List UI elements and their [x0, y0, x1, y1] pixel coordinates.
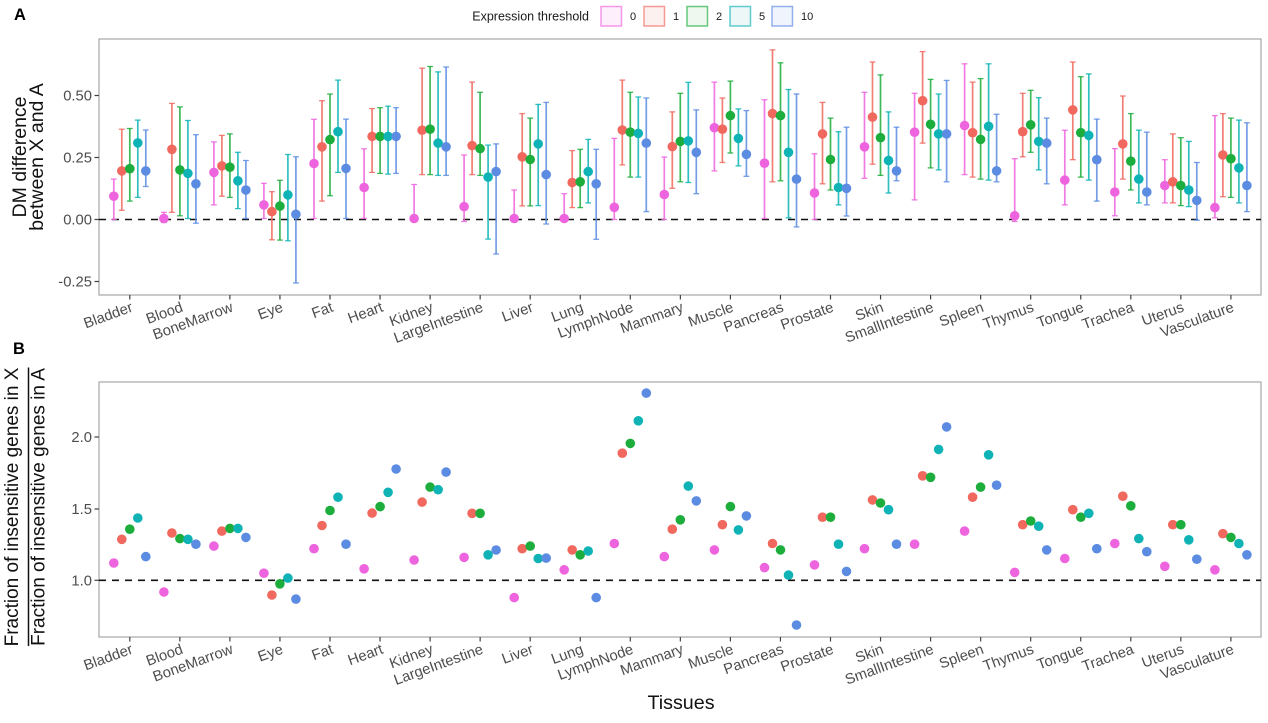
svg-text:-0.25: -0.25: [58, 275, 92, 291]
svg-text:A: A: [14, 6, 26, 24]
svg-text:between X and A: between X and A: [26, 83, 48, 230]
svg-text:2: 2: [716, 11, 722, 23]
svg-text:B: B: [13, 340, 25, 358]
svg-text:Fat: Fat: [310, 300, 336, 322]
svg-text:1.5: 1.5: [71, 502, 92, 518]
svg-text:Fraction of insensitive genes: Fraction of insensitive genes in A: [29, 368, 50, 646]
svg-text:Fat: Fat: [310, 642, 336, 664]
svg-text:0.00: 0.00: [63, 213, 92, 229]
svg-text:1: 1: [673, 11, 679, 23]
svg-text:Fraction of insensitive genes: Fraction of insensitive genes in X: [2, 367, 23, 646]
svg-text:Tissues: Tissues: [647, 692, 714, 714]
svg-text:DM difference: DM difference: [9, 96, 31, 217]
svg-text:Expression threshold: Expression threshold: [472, 9, 589, 23]
svg-text:2.0: 2.0: [71, 430, 92, 446]
svg-text:0.50: 0.50: [63, 89, 92, 105]
svg-text:10: 10: [801, 11, 813, 23]
svg-text:0.25: 0.25: [63, 151, 92, 167]
svg-text:0: 0: [630, 11, 636, 23]
svg-text:5: 5: [759, 11, 765, 23]
svg-text:1.0: 1.0: [71, 574, 92, 590]
